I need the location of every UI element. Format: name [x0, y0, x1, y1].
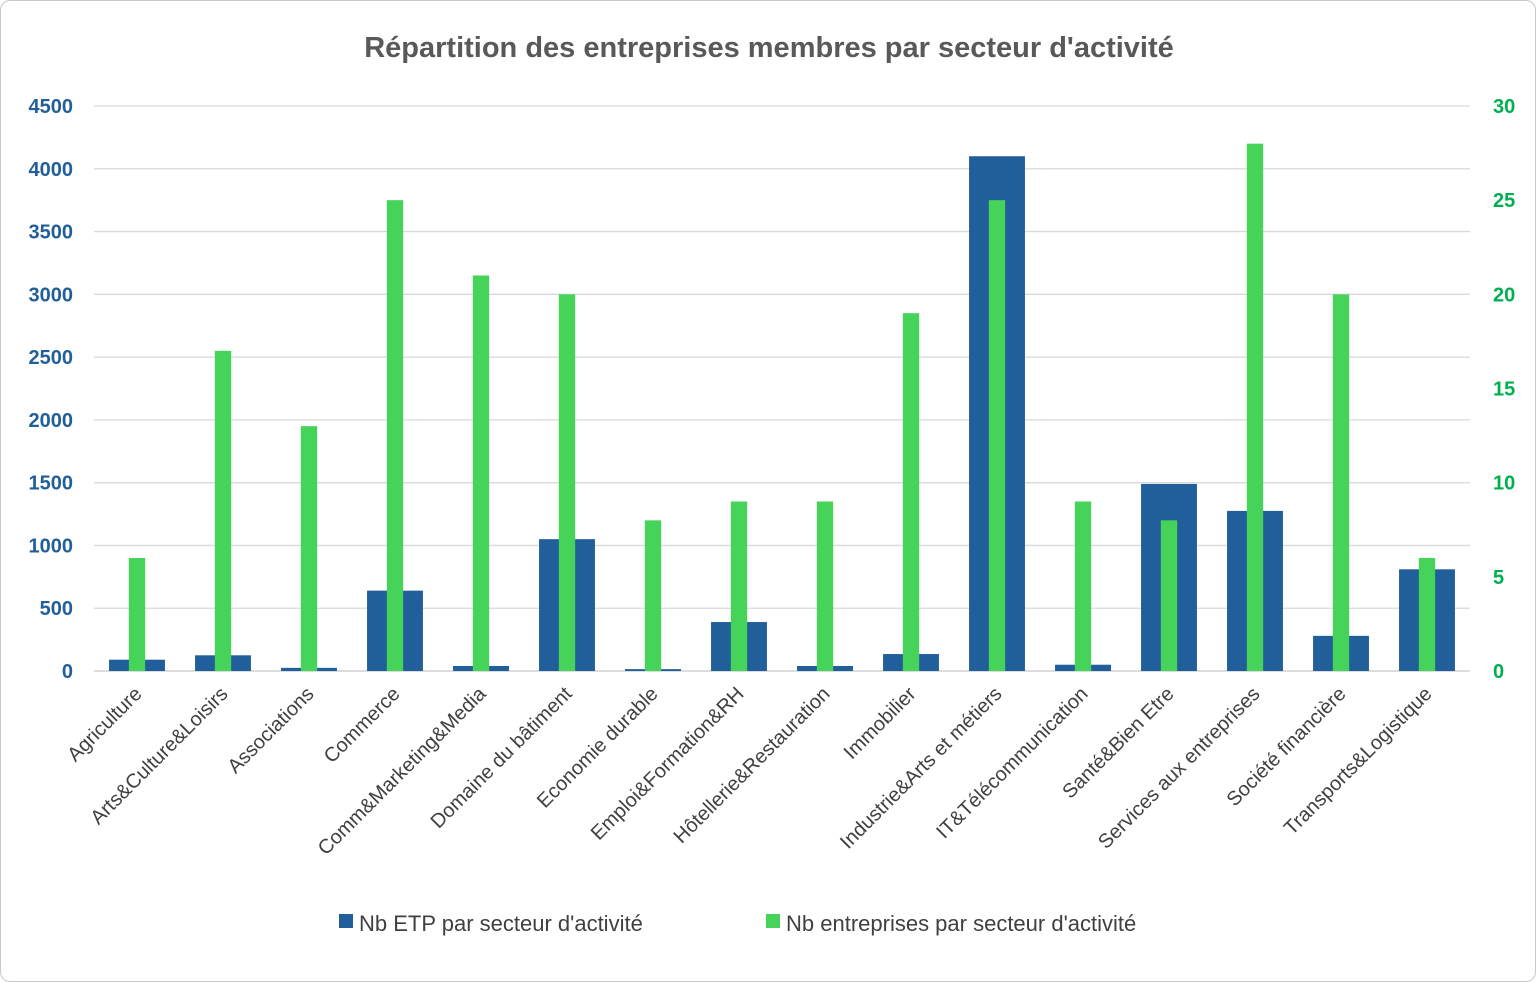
bar-entreprises[interactable]: [902, 313, 920, 671]
right-tick-label: 25: [1493, 190, 1515, 212]
left-tick-label: 1000: [29, 535, 74, 557]
category-label: Domaine du bâtiment: [427, 683, 577, 833]
category-label: Commerce: [320, 683, 405, 768]
left-tick-label: 500: [40, 598, 73, 620]
bar-entreprises[interactable]: [1074, 501, 1092, 672]
bar-entreprises[interactable]: [1418, 558, 1436, 671]
category-label: Services aux entreprises: [1094, 683, 1264, 853]
right-tick-label: 10: [1493, 473, 1515, 495]
category-label: Agriculture: [63, 683, 146, 766]
left-tick-label: 3000: [29, 284, 74, 306]
right-tick-label: 30: [1493, 96, 1515, 118]
bar-entreprises[interactable]: [214, 350, 232, 671]
legend-item-etp[interactable]: Nb ETP par secteur d'activité: [339, 911, 643, 936]
right-tick-label: 0: [1493, 661, 1504, 683]
bar-entreprises[interactable]: [386, 200, 404, 671]
category-label: IT&Télécommunication: [932, 683, 1092, 843]
bar-entreprises[interactable]: [1160, 520, 1178, 671]
category-label: Comm&Marketing&Media: [314, 682, 491, 859]
chart-title: Répartition des entreprises membres par …: [364, 32, 1174, 64]
bar-entreprises[interactable]: [558, 294, 576, 671]
bar-entreprises[interactable]: [1246, 143, 1264, 671]
bars: [109, 143, 1455, 672]
bar-entreprises[interactable]: [300, 426, 318, 671]
right-axis: 0 5 10 15 20 25 30: [1493, 96, 1515, 683]
left-tick-label: 0: [62, 661, 73, 683]
category-label: Associations: [224, 683, 319, 778]
legend-item-entreprises[interactable]: Nb entreprises par secteur d'activité: [766, 911, 1136, 936]
right-tick-label: 5: [1493, 567, 1504, 589]
bar-entreprises[interactable]: [128, 558, 146, 671]
left-tick-label: 2500: [29, 347, 74, 369]
left-tick-label: 1500: [29, 473, 74, 495]
category-label: Hôtellerie&Restauration: [670, 683, 835, 848]
bar-entreprises[interactable]: [1332, 294, 1350, 671]
legend-swatch: [766, 914, 780, 928]
category-axis: AgricultureArts&Culture&LoisirsAssociati…: [63, 682, 1436, 859]
left-axis: 0 500 1000 1500 2000 2500 3000 3500 4000 4500: [29, 96, 74, 683]
right-tick-label: 15: [1493, 379, 1515, 401]
bar-entreprises[interactable]: [988, 200, 1006, 671]
legend-swatch: [339, 914, 353, 928]
legend[interactable]: Nb ETP par secteur d'activité Nb entrepri…: [339, 911, 1136, 936]
legend-label: Nb ETP par secteur d'activité: [359, 911, 643, 936]
bar-entreprises[interactable]: [816, 501, 834, 672]
bar-entreprises[interactable]: [644, 520, 662, 671]
legend-label: Nb entreprises par secteur d'activité: [786, 911, 1136, 936]
category-label: Immobilier: [840, 683, 921, 764]
left-tick-label: 4000: [29, 159, 74, 181]
bar-entreprises[interactable]: [730, 501, 748, 672]
bar-entreprises[interactable]: [472, 275, 490, 672]
left-tick-label: 3500: [29, 222, 74, 244]
left-tick-label: 4500: [29, 96, 74, 118]
left-tick-label: 2000: [29, 410, 74, 432]
right-tick-label: 20: [1493, 284, 1515, 306]
category-label: Industrie&Arts et métiers: [836, 683, 1006, 853]
category-label: Transports&Logistique: [1280, 683, 1437, 840]
category-label: Emploi&Formation&RH: [587, 683, 749, 845]
